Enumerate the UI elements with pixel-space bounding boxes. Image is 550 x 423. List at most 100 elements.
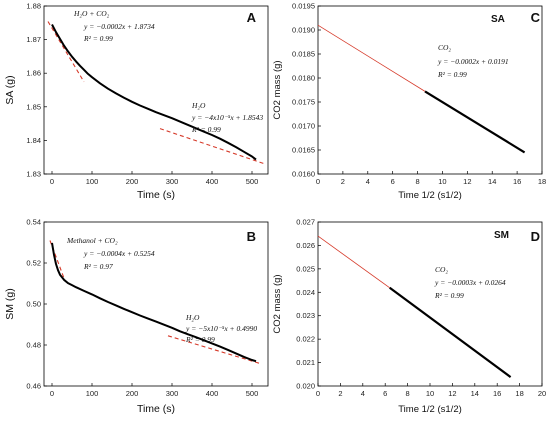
x-tick-label: 14 bbox=[488, 177, 496, 186]
y-tick-label: 1.85 bbox=[26, 102, 41, 111]
series-line bbox=[424, 90, 526, 154]
y-tick-label: 0.54 bbox=[26, 218, 41, 227]
fit-line bbox=[317, 24, 426, 92]
x-axis-label-a: Time (s) bbox=[137, 189, 175, 201]
x-tick-label: 10 bbox=[438, 177, 446, 186]
y-tick-label: 0.0175 bbox=[292, 98, 315, 107]
annotation-a-5: y = −4x10⁻⁵x + 1.8543 bbox=[191, 113, 263, 122]
fit-line bbox=[159, 128, 265, 165]
x-tick-label: 0 bbox=[316, 389, 320, 398]
y-tick-label: 0.026 bbox=[296, 241, 315, 250]
x-tick-label: 100 bbox=[86, 177, 99, 186]
x-tick-label: 400 bbox=[206, 177, 219, 186]
x-tick-label: 300 bbox=[166, 177, 179, 186]
annotation-d-1: CO₂ bbox=[435, 265, 448, 274]
x-tick-label: 500 bbox=[246, 389, 259, 398]
y-tick-label: 0.52 bbox=[26, 259, 41, 268]
panel-label-a: A bbox=[247, 10, 257, 25]
annotation-b-2: y = −0.0004x + 0.5254 bbox=[83, 249, 155, 258]
annotation-c-3: R² = 0.99 bbox=[437, 70, 467, 79]
annotation-a-6: R² = 0.99 bbox=[191, 125, 221, 134]
x-tick-label: 20 bbox=[538, 389, 546, 398]
x-axis-label-b: Time (s) bbox=[137, 403, 175, 415]
annotation-b-5: y = −5x10⁻⁵x + 0.4990 bbox=[185, 324, 257, 333]
x-tick-label: 12 bbox=[448, 389, 456, 398]
annotation-d-3: R² = 0.99 bbox=[434, 291, 464, 300]
y-tick-label: 1.83 bbox=[26, 170, 41, 179]
series-marks-a bbox=[47, 21, 265, 165]
x-tick-label: 2 bbox=[341, 177, 345, 186]
y-tick-label: 0.024 bbox=[296, 288, 315, 297]
y-tick-label: 0.46 bbox=[26, 382, 41, 391]
panel-label-b: B bbox=[247, 229, 256, 244]
y-tick-label: 0.0180 bbox=[292, 74, 315, 83]
panel-d: 0 2 4 6 8 10 12 14 16 18 20 0.020 0.021 0.022 0.023 0.0… bbox=[272, 218, 546, 416]
x-tick-label: 14 bbox=[471, 389, 479, 398]
y-axis-label-b: SM (g) bbox=[4, 288, 16, 320]
y-tick-label: 0.020 bbox=[296, 382, 315, 391]
x-tick-label: 0 bbox=[50, 177, 54, 186]
y-tick-label: 0.50 bbox=[26, 300, 41, 309]
y-tick-label: 0.021 bbox=[296, 358, 315, 367]
y-tick-label: 0.0170 bbox=[292, 122, 315, 131]
x-tick-label: 8 bbox=[415, 177, 419, 186]
fit-line bbox=[317, 235, 390, 289]
x-tick-label: 400 bbox=[206, 389, 219, 398]
x-tick-label: 200 bbox=[126, 389, 139, 398]
y-axis-label-d: CO2 mass (g) bbox=[272, 274, 283, 333]
axis-ticks-a: 0 100 200 300 400 500 1.83 1.84 1.85 1.86 1.87 1.88 bbox=[26, 2, 258, 187]
series-line bbox=[51, 242, 257, 363]
y-tick-label: 1.84 bbox=[26, 136, 41, 145]
y-tick-label: 1.87 bbox=[26, 35, 41, 44]
y-axis-label-a: SA (g) bbox=[4, 75, 16, 104]
panel-c: 0 2 4 6 8 10 12 14 16 18 0.0160 0.0165 0.0170 0.0175 0… bbox=[272, 2, 546, 202]
y-tick-label: 1.86 bbox=[26, 69, 41, 78]
y-tick-label: 0.025 bbox=[296, 264, 315, 273]
x-tick-label: 4 bbox=[361, 389, 365, 398]
annotation-c-2: y = −0.0002x + 0.0191 bbox=[437, 57, 509, 66]
series-marks-c bbox=[317, 24, 526, 154]
axis-ticks-c: 0 2 4 6 8 10 12 14 16 18 0.0160 0.0165 0.0170 0.0175 0… bbox=[292, 2, 546, 187]
x-axis-label-c: Time 1/2 (s1/2) bbox=[398, 190, 462, 201]
y-tick-label: 0.023 bbox=[296, 311, 315, 320]
x-tick-label: 18 bbox=[515, 389, 523, 398]
series-line bbox=[51, 24, 257, 161]
panel-label-sa: SA bbox=[491, 14, 505, 25]
axis-ticks-b: 0 100 200 300 400 500 0.46 0.48 0.50 0.52 0.54 bbox=[26, 218, 258, 399]
x-tick-label: 0 bbox=[316, 177, 320, 186]
panel-label-c: C bbox=[531, 10, 541, 25]
x-tick-label: 6 bbox=[383, 389, 387, 398]
x-tick-label: 6 bbox=[391, 177, 395, 186]
panel-b: 0 100 200 300 400 500 0.46 0.48 0.50 0.52 0.54 B T… bbox=[4, 218, 269, 415]
panel-a: 0 100 200 300 400 500 1.83 1.84 1.85 1.86 1.87 1.88… bbox=[4, 2, 269, 201]
annotation-a-1: H₂O + CO₂ bbox=[73, 9, 110, 18]
plot-frame-d bbox=[317, 221, 543, 387]
annotation-c-1: CO₂ bbox=[438, 43, 451, 52]
x-tick-label: 16 bbox=[493, 389, 501, 398]
y-tick-label: 0.027 bbox=[296, 218, 315, 227]
y-tick-label: 0.48 bbox=[26, 341, 41, 350]
x-tick-label: 0 bbox=[50, 389, 54, 398]
annotation-a-4: H₂O bbox=[191, 101, 206, 110]
x-tick-label: 200 bbox=[126, 177, 139, 186]
annotation-b-3: R² = 0.97 bbox=[83, 262, 113, 271]
x-tick-label: 4 bbox=[366, 177, 370, 186]
plot-frame-b bbox=[43, 221, 269, 387]
fit-line bbox=[47, 21, 85, 83]
x-tick-label: 300 bbox=[166, 389, 179, 398]
y-tick-label: 0.022 bbox=[296, 335, 315, 344]
x-tick-label: 500 bbox=[246, 177, 259, 186]
x-tick-label: 18 bbox=[538, 177, 546, 186]
plot-frame-a bbox=[43, 5, 269, 175]
annotation-b-6: R² = 0.99 bbox=[185, 335, 215, 344]
y-tick-label: 0.0190 bbox=[292, 26, 315, 35]
y-tick-label: 0.0195 bbox=[292, 2, 315, 11]
annotation-b-4: H₂O bbox=[185, 313, 200, 322]
y-axis-label-c: CO2 mass (g) bbox=[272, 60, 283, 119]
series-marks-d bbox=[317, 235, 512, 378]
y-tick-label: 1.88 bbox=[26, 2, 41, 11]
x-tick-label: 8 bbox=[406, 389, 410, 398]
y-tick-label: 0.0185 bbox=[292, 50, 315, 59]
x-tick-label: 10 bbox=[426, 389, 434, 398]
